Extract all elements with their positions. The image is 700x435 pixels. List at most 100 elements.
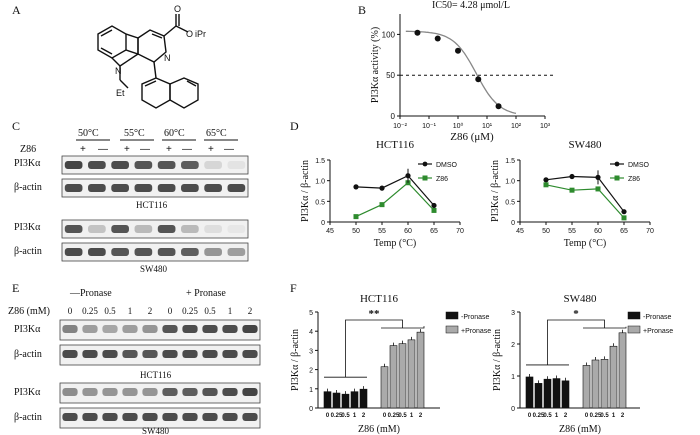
d-point-dmso [379,185,385,191]
f-significance-marker: * [573,308,579,320]
d-x-tick-label: 60 [404,228,412,235]
panel-b-label: B [358,3,366,17]
f-bar-pronase [341,393,350,409]
e-hct-pi3k-band-7 [182,325,198,333]
f-x-tick-label: 1 [612,413,616,419]
c-hct-pi3k-band-3 [111,161,129,169]
d-x-tick-label: 65 [620,228,628,235]
f-bar-pronase [389,345,398,409]
b-y-tick-label: 0 [391,112,396,121]
f-bar-pronase [407,339,416,409]
b-data-point [414,29,421,36]
ester-oxygen-label: O [174,4,181,14]
d-x-tick-label: 55 [568,228,576,235]
panel-d-label: D [290,119,299,133]
d-y-tick-label: 1.5 [315,158,325,165]
b-y-axis-label: PI3Kα activity (%) [370,27,381,103]
f-bar-pronase [350,391,359,409]
f-y-tick-label: 3 [309,348,313,355]
f-bar-pronase [618,332,627,409]
d-point-z86 [379,202,385,208]
c-cell-sw480: SW480 [140,264,168,274]
b-y-tick-label: 100 [382,30,396,39]
blot-c-sw-actin [61,242,249,262]
e-hct-actin-band-9 [222,350,238,358]
d-point-dmso [431,202,437,209]
c-hct-actin-band-7 [204,184,222,192]
f-title: SW480 [564,293,598,305]
c-sw-actin-band-7 [204,248,222,256]
pyridine-n-label: N [164,53,171,63]
darts-blots: PI3Kα β-actin HCT116 PI3Kα β-actin SW480 [14,319,261,435]
panel-a-label: A [12,3,21,17]
e-hct-actin-band-2 [82,350,98,358]
f-x-tick-label: 0 [585,413,589,419]
c-sw-pi3k-label: PI3Kα [14,222,41,233]
c-cell-hct116: HCT116 [136,200,168,210]
sign-8: — [224,144,234,155]
f-bar-pronase [582,365,591,409]
d-point-z86 [353,214,359,220]
c-sw-actin-band-4 [134,248,153,256]
c-sw-pi3k-band-7 [204,225,222,233]
c-hct-pi3k-label: PI3Kα [14,158,41,169]
d-title: SW480 [569,139,603,151]
panel-e-label: E [12,281,19,295]
c-sw-pi3k-band-1 [64,225,83,233]
f-bar-pronase [525,376,534,409]
c-hct-pi3k-band-8 [227,161,246,169]
b-x-tick-label: 10⁻¹ [422,123,436,130]
b-x-tick-label: 10³ [540,123,551,130]
panel-f-label: F [290,281,297,295]
c-sw-pi3k-band-2 [88,225,106,233]
c-sw-actin-band-1 [64,248,83,256]
f-legend-label: -Pronase [643,314,672,321]
f-y-tick-label: 2 [309,368,313,375]
d-point-z86 [621,215,627,221]
d-y-tick-label: 1.5 [505,158,515,165]
f-bracket-link [547,319,605,365]
dose-label-1: 0 [68,306,73,316]
e-hct-pi3k-band-9 [222,325,238,333]
f-y-axis-label: PI3Kα / β-actin [492,329,503,391]
ester-oxygen-2: O [186,29,193,39]
dose-label-2: 0.25 [82,306,98,316]
f-y-tick-label: 5 [309,310,313,317]
f-y-tick-label: 4 [309,329,313,336]
e-hct-pi3k-label: PI3Kα [14,324,41,335]
d-legend-label: DMSO [628,162,650,169]
b-ic50-annotation: IC50= 4.28 μmol/L [432,0,510,11]
e-hct-actin-band-6 [162,350,178,358]
c-hct-pi3k-band-6 [181,161,199,169]
e-sw-actin-band-9 [222,413,238,421]
e-hct-pi3k-band-3 [102,325,118,333]
c-sw-pi3k-band-8 [227,225,246,233]
e-cell-sw480: SW480 [142,426,170,435]
f-title: HCT116 [360,293,399,305]
temp-label-3: 60°C [164,128,185,139]
f-bracket-high [583,326,627,329]
c-hct-pi3k-band-7 [204,161,222,169]
e-sw-pi3k-band-1 [62,388,78,396]
d-x-tick-label: 60 [594,228,602,235]
e-sw-pi3k-band-4 [122,388,138,396]
f-y-axis-label: PI3Kα / β-actin [290,329,301,391]
d-point-dmso [621,209,627,215]
d-y-axis-label: PI3Kα / β-actin [490,160,501,222]
chart-b: 0 50 100 10⁻² 10⁻¹ 10⁰ 10¹ 10² 10³ IC50= 4.28 μmo… [370,0,555,143]
e-sw-actin-band-7 [182,413,198,421]
e-sw-pi3k-band-9 [222,388,238,396]
dose-row-e: 0 0.25 0.5 1 2 0 0.25 0.5 1 2 [68,306,253,316]
b-x-tick-label: 10² [511,123,522,130]
e-hct-pi3k-band-10 [242,325,258,333]
d-legend-marker [422,161,428,167]
d-x-tick-label: 50 [352,228,360,235]
d-point-dmso [569,173,575,180]
f-x-tick-label: 0.25 [331,413,343,419]
f-bracket-link [345,319,403,378]
d-y-tick-label: 1.0 [315,179,325,186]
f-legend-swatch [445,311,459,320]
e-hct-pi3k-band-6 [162,325,178,333]
e-hct-pi3k-band-8 [202,325,218,333]
